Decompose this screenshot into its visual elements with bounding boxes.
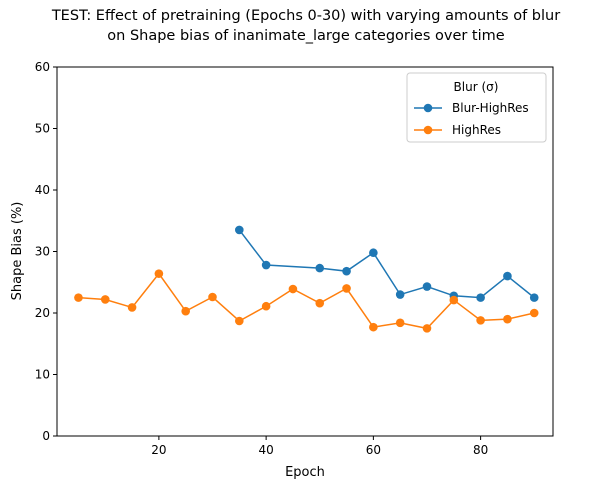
x-tick-label: 80 [473,443,488,457]
y-tick-label: 40 [35,183,50,197]
legend-box [406,72,547,143]
series-layer [74,225,539,333]
data-point-blur-highres [315,263,325,273]
data-point-highres [100,295,110,304]
x-tick-label: 60 [366,443,381,457]
data-point-blur-highres [503,271,512,281]
data-point-highres [261,301,271,311]
legend: Blur (σ) Blur-HighRes HighRes [406,72,547,143]
data-point-highres [181,306,190,316]
data-point-highres [395,318,405,328]
data-point-highres [369,322,378,332]
data-point-highres [449,295,459,305]
x-axis-label: Epoch [285,465,325,480]
chart-title-line-1: TEST: Effect of pretraining (Epochs 0-30… [51,8,560,24]
data-point-blur-highres [261,260,271,270]
data-point-highres [422,324,432,333]
data-point-highres [208,292,217,302]
y-tick-label: 20 [35,306,50,320]
data-point-highres [342,284,351,293]
x-tick-label: 20 [151,443,166,457]
data-point-blur-highres [342,266,351,276]
y-tick-label: 0 [42,429,50,443]
x-tick-label: 40 [258,443,273,457]
legend-label-blur-highres: Blur-HighRes [452,101,529,115]
data-point-highres [315,298,325,308]
legend-marker-blur-highres [423,103,433,113]
y-axis-label: Shape Bias (%) [10,202,25,301]
data-point-highres [235,316,244,326]
data-point-blur-highres [529,293,539,302]
chart-title-line-2: on Shape bias of inanimate_large categor… [107,28,504,44]
series-line-blur-highres [238,229,535,299]
data-point-highres [529,308,539,318]
legend-marker-highres [423,125,433,135]
data-point-highres [476,316,485,325]
legend-title: Blur (σ) [454,80,499,94]
plot-frame [56,66,554,437]
data-point-blur-highres [369,248,378,258]
data-point-highres [503,314,512,324]
data-point-highres [154,269,164,278]
legend-label-highres: HighRes [452,123,501,137]
y-tick-label: 50 [35,122,50,136]
series-line-highres [78,272,535,330]
data-point-highres [74,293,83,302]
data-point-highres [127,303,137,312]
data-point-blur-highres [422,282,432,291]
x-axis-ticks: 20 40 60 80 [151,436,488,457]
y-tick-label: 10 [35,368,50,382]
data-point-blur-highres [395,290,405,299]
y-tick-label: 30 [35,245,50,259]
y-tick-label: 60 [35,60,50,74]
data-point-blur-highres [235,225,244,235]
data-point-highres [288,284,298,294]
y-axis-ticks: 0 10 20 30 40 50 60 [35,60,57,443]
data-point-blur-highres [476,293,485,302]
